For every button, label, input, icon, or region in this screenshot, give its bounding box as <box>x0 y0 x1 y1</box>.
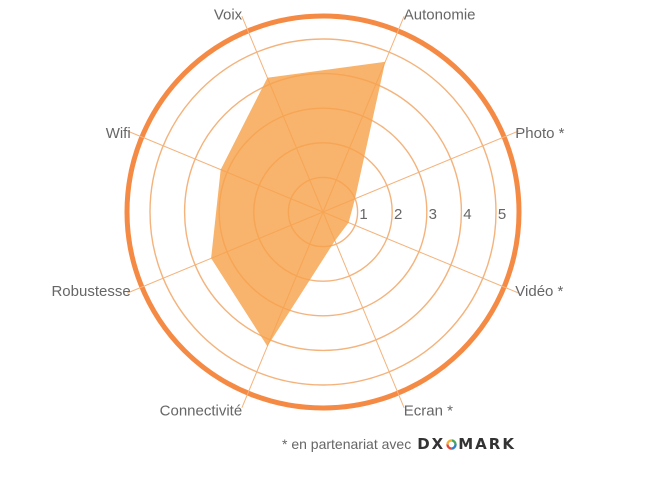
dxomark-logo: DX MARK <box>417 435 516 453</box>
radar-chart: 1 2 3 4 5 Voix Autonomie Photo * Vidéo * Ecran * C… <box>51 7 564 420</box>
axis-label-5: Ecran * <box>404 402 453 419</box>
scale-label-2: 2 <box>394 206 402 223</box>
axis-label-4: Vidéo * <box>515 283 563 300</box>
axis-spoke-4 <box>322 211 520 294</box>
axis-label-8: Wifi <box>106 125 131 142</box>
footnote: * en partenariat avec DX MARK <box>282 434 516 454</box>
footnote-text: * en partenariat avec <box>282 436 412 452</box>
brand-left: DX <box>417 435 446 453</box>
scale-label-4: 4 <box>463 206 471 223</box>
dxomark-ring-icon <box>446 438 457 450</box>
scale-label-3: 3 <box>429 206 437 223</box>
brand-right: MARK <box>458 435 516 453</box>
axis-label-3: Photo * <box>515 125 564 142</box>
grid-circle-5 <box>149 38 497 386</box>
axis-label-1: Voix <box>214 7 243 24</box>
scale-label-1: 1 <box>359 206 367 223</box>
axis-label-2: Autonomie <box>404 7 476 24</box>
data-area <box>211 61 386 347</box>
axis-label-6: Connectivité <box>160 402 243 419</box>
axis-spoke-3 <box>322 130 520 213</box>
outer-ring <box>124 13 522 411</box>
scale-label-5: 5 <box>498 206 506 223</box>
axis-label-7: Robustesse <box>51 283 130 300</box>
axis-spoke-5 <box>322 211 405 409</box>
